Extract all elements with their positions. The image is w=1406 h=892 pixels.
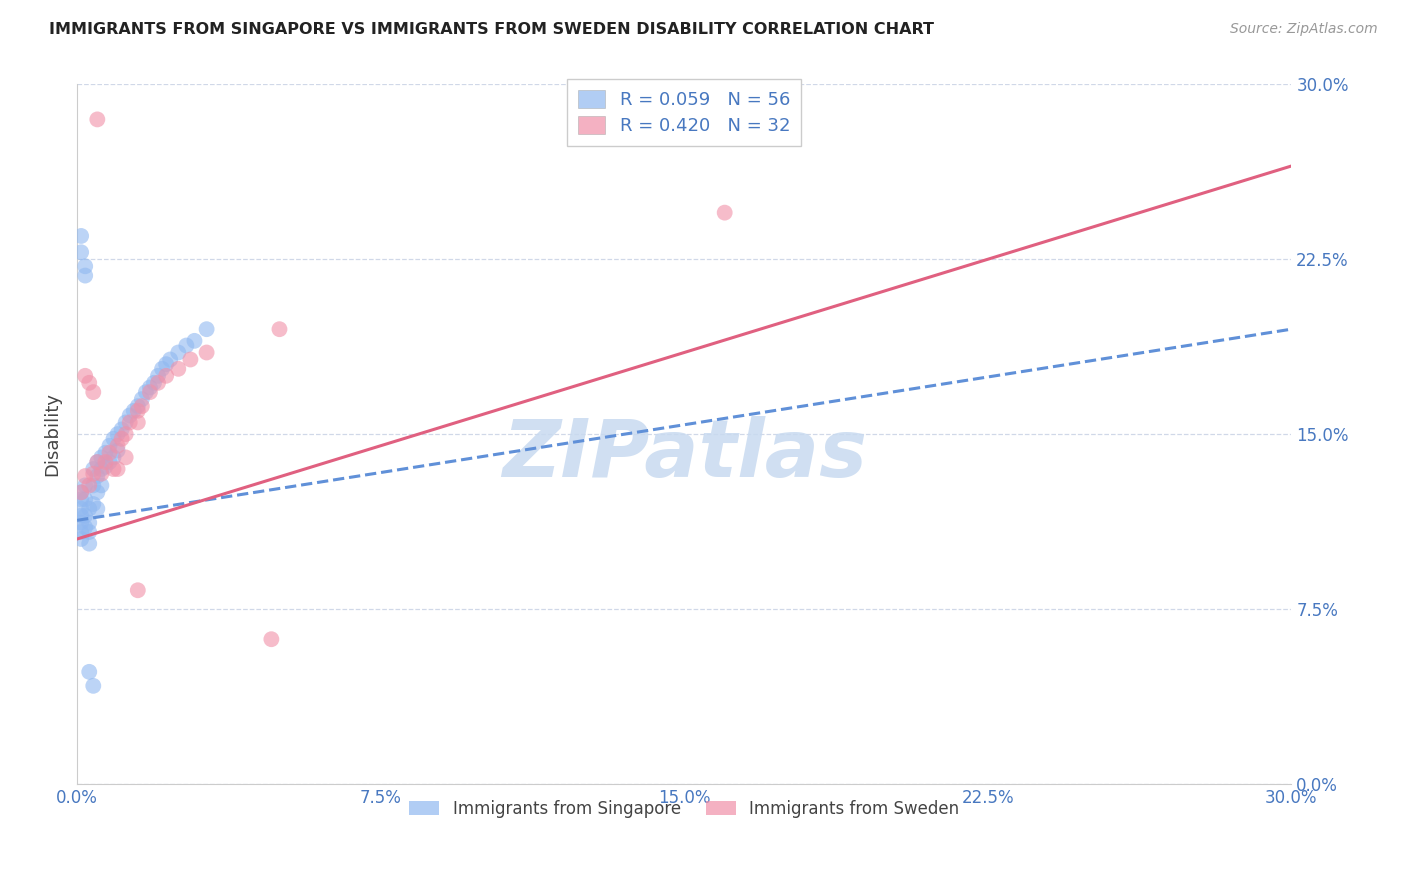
Legend: Immigrants from Singapore, Immigrants from Sweden: Immigrants from Singapore, Immigrants fr… (402, 793, 966, 824)
Point (155, 357, 177, 371)
Point (114, 450, 136, 465)
Point (146, 368, 169, 383)
Point (176, 338, 198, 352)
Point (75, 268, 97, 283)
Point (82, 679, 104, 693)
Point (107, 439, 129, 453)
Point (110, 422, 132, 436)
Point (159, 352, 181, 367)
Point (77, 536, 100, 550)
Point (70, 524, 93, 539)
Point (90, 478, 112, 492)
Point (98, 439, 121, 453)
Text: ZIPatlas: ZIPatlas (502, 416, 866, 494)
Point (77, 516, 100, 530)
Point (70, 516, 93, 530)
Point (82, 385, 104, 400)
Point (195, 322, 218, 336)
Point (82, 478, 104, 492)
Point (110, 432, 132, 446)
Point (114, 427, 136, 442)
Point (86, 501, 108, 516)
Point (269, 322, 291, 336)
Point (86, 455, 108, 469)
Point (107, 462, 129, 476)
Point (155, 368, 177, 383)
Point (86, 112, 108, 127)
Point (75, 469, 97, 483)
Point (70, 501, 93, 516)
Point (118, 416, 141, 430)
Point (167, 361, 190, 376)
Point (195, 345, 218, 359)
Point (118, 409, 141, 423)
Point (70, 532, 93, 546)
Point (70, 485, 93, 500)
Point (90, 462, 112, 476)
Point (127, 583, 149, 598)
Point (82, 497, 104, 511)
Point (86, 469, 108, 483)
Point (94, 459, 117, 474)
Point (70, 492, 93, 507)
Point (70, 508, 93, 523)
Point (107, 443, 129, 458)
Point (94, 446, 117, 460)
Point (75, 478, 97, 492)
Point (70, 245, 93, 260)
Point (139, 380, 162, 394)
Point (127, 399, 149, 413)
Point (114, 416, 136, 430)
Point (75, 520, 97, 534)
Point (107, 427, 129, 442)
Point (75, 492, 97, 507)
Point (713, 205, 735, 219)
Point (150, 361, 173, 376)
Point (103, 462, 125, 476)
Point (75, 368, 97, 383)
Point (90, 467, 112, 481)
Point (70, 229, 93, 244)
Point (77, 501, 100, 516)
Y-axis label: Disability: Disability (44, 392, 60, 476)
Point (98, 446, 121, 460)
Point (75, 508, 97, 523)
Text: Source: ZipAtlas.com: Source: ZipAtlas.com (1230, 22, 1378, 37)
Point (82, 462, 104, 476)
Point (77, 524, 100, 539)
Text: IMMIGRANTS FROM SINGAPORE VS IMMIGRANTS FROM SWEDEN DISABILITY CORRELATION CHART: IMMIGRANTS FROM SINGAPORE VS IMMIGRANTS … (49, 22, 934, 37)
Point (127, 416, 149, 430)
Point (70, 485, 93, 500)
Point (77, 478, 100, 492)
Point (103, 432, 125, 446)
Point (82, 467, 104, 481)
Point (94, 455, 117, 469)
Point (131, 399, 153, 413)
Point (183, 334, 205, 348)
Point (98, 455, 121, 469)
Point (86, 485, 108, 500)
Point (131, 392, 153, 406)
Point (103, 450, 125, 465)
Point (179, 352, 201, 367)
Point (127, 404, 149, 418)
Point (86, 455, 108, 469)
Point (77, 376, 100, 390)
Point (167, 345, 190, 359)
Point (139, 385, 162, 400)
Point (77, 665, 100, 679)
Point (90, 450, 112, 465)
Point (260, 632, 283, 647)
Point (75, 259, 97, 273)
Point (135, 385, 157, 400)
Point (143, 376, 166, 390)
Point (122, 404, 145, 418)
Point (146, 376, 169, 390)
